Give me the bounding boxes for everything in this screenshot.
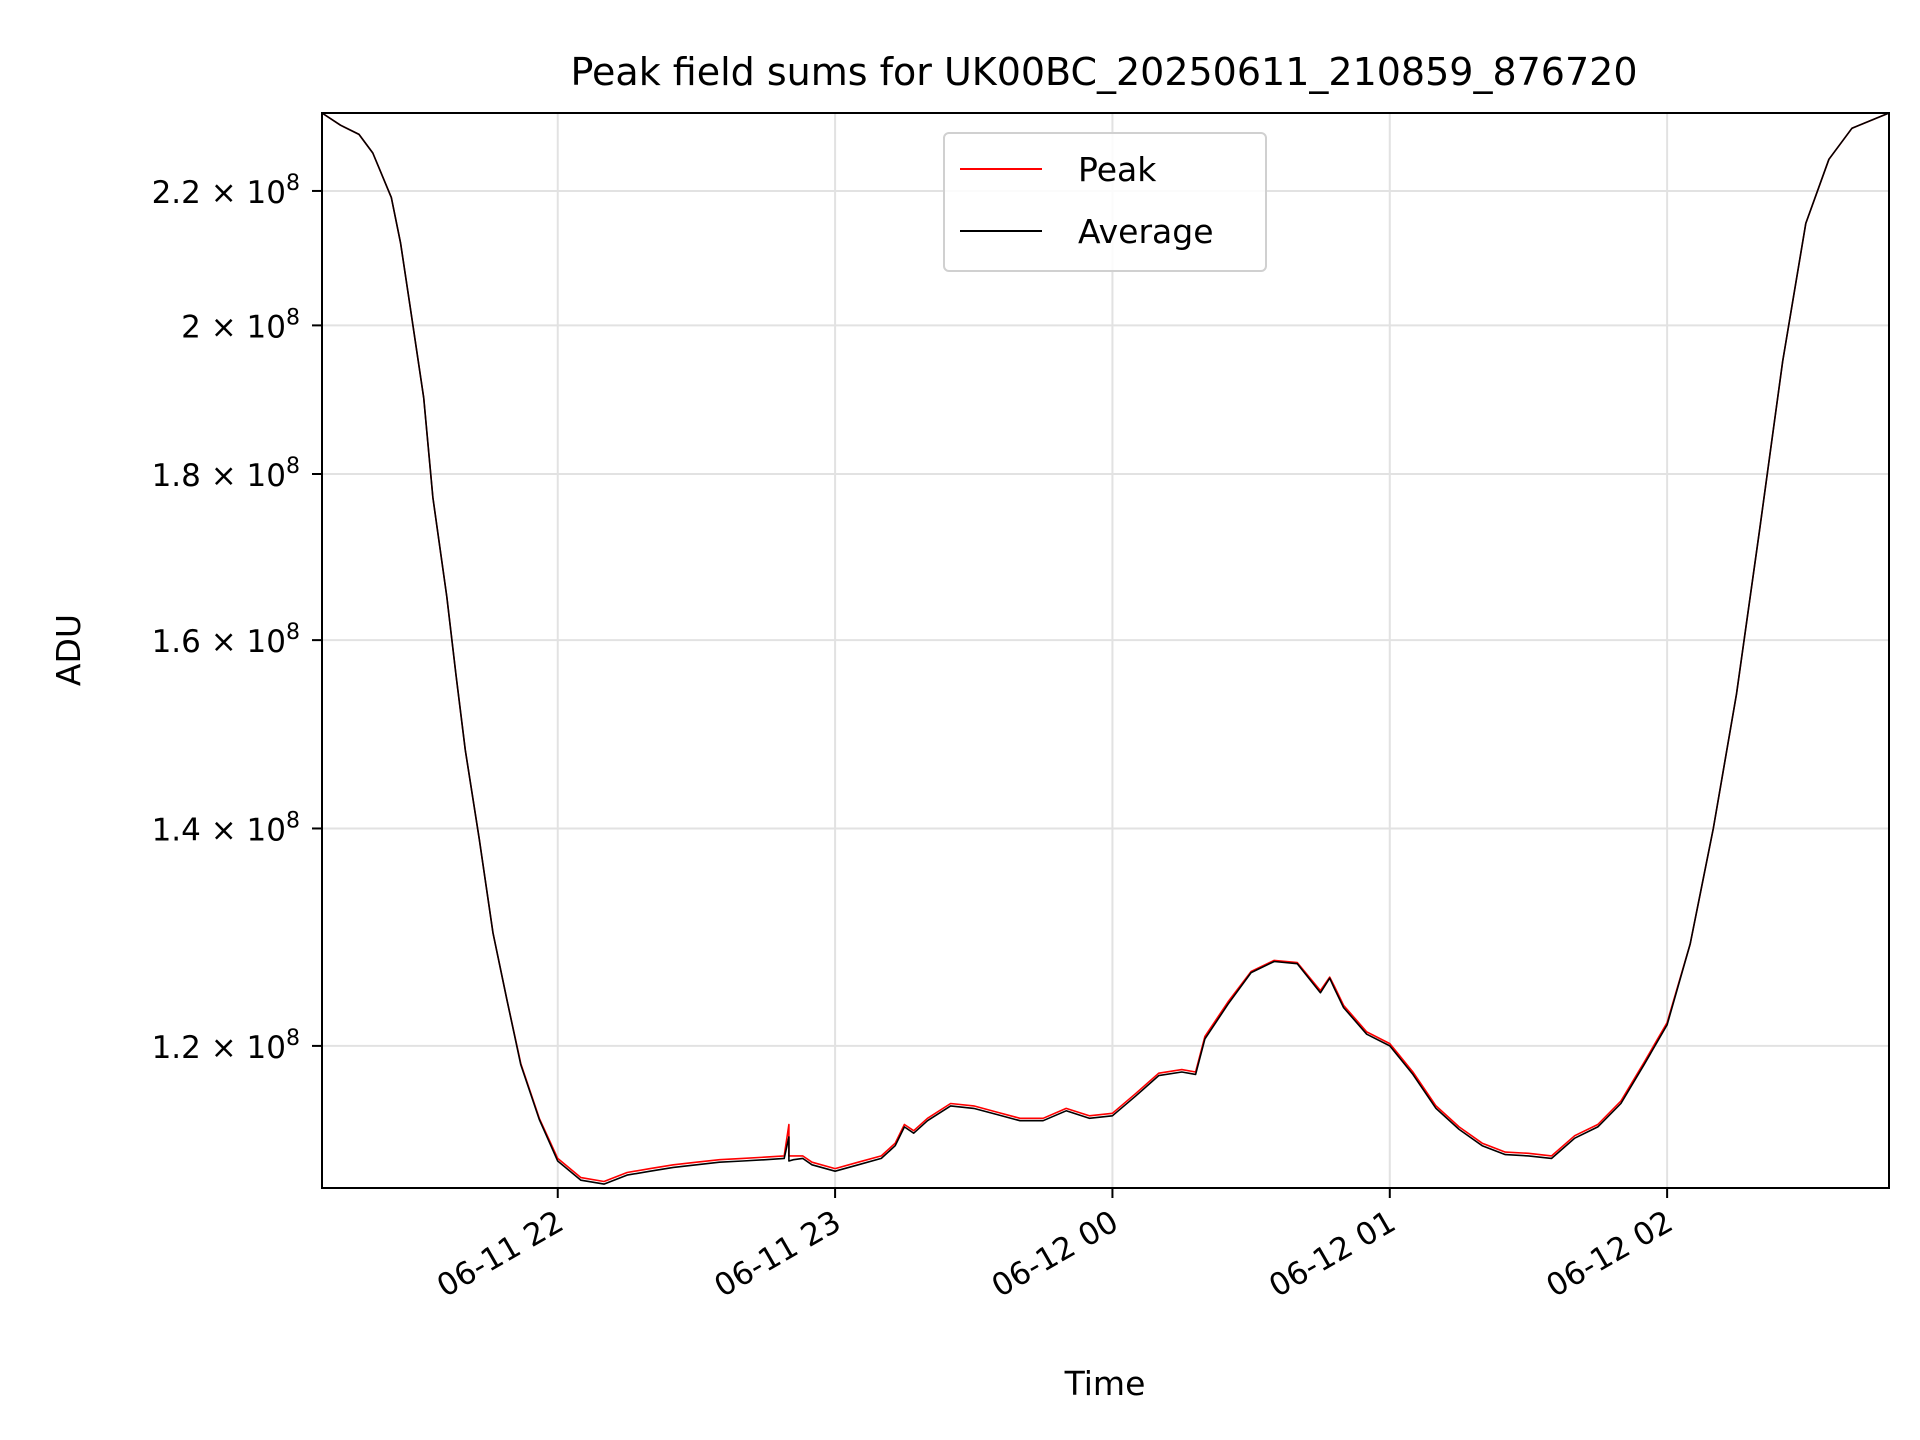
y-tick-label: 2 × 108 — [181, 305, 300, 345]
y-axis-ticks: 1.2 × 108 1.4 × 108 1.6 × 108 1.8 × 108 2 × … — [152, 171, 322, 1066]
legend-peak-label: Peak — [1078, 150, 1157, 189]
y-tick-label: 2.2 × 108 — [152, 171, 300, 211]
chart-title: Peak field sums for UK00BC_20250611_2108… — [570, 50, 1637, 94]
series-average-line — [321, 112, 1890, 1185]
y-tick-label: 1.6 × 108 — [152, 620, 300, 660]
series-lines — [321, 112, 1890, 1185]
y-tick-label: 1.2 × 108 — [152, 1026, 300, 1066]
y-axis-title: ADU — [49, 614, 88, 686]
legend: Peak Average — [943, 132, 1267, 272]
plot-frame — [321, 112, 1890, 1189]
y-tick-label: 1.4 × 108 — [152, 808, 300, 848]
x-axis-title: Time — [1064, 1364, 1146, 1403]
legend-box — [943, 132, 1267, 272]
y-tick-label: 1.8 × 108 — [152, 454, 300, 494]
legend-average-label: Average — [1078, 212, 1214, 251]
